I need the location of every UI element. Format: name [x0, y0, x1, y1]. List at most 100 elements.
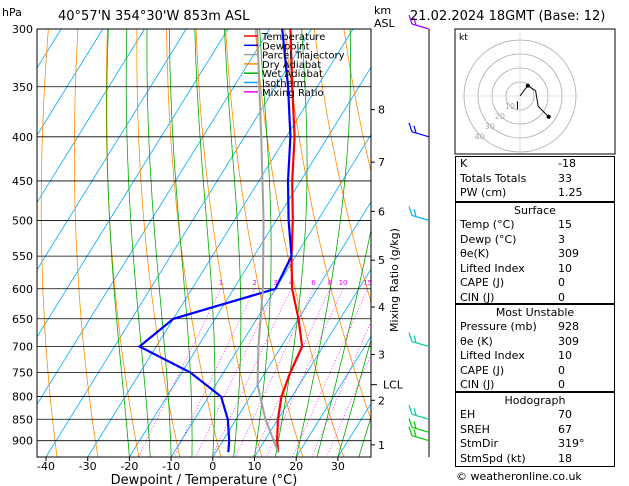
- sreh-value: 67: [558, 422, 572, 436]
- mixing-ratio-label: 3: [273, 279, 277, 287]
- isotherm-line: [87, 29, 354, 457]
- wind-barb-flag: [408, 426, 413, 436]
- km-unit-label: km: [374, 4, 391, 17]
- temp-tick-label: -40: [37, 460, 55, 473]
- pressure-tick-label: 650: [12, 313, 33, 326]
- lcl-label: LCL: [383, 379, 404, 392]
- hodograph-ring-label: 40: [475, 132, 485, 141]
- wet-adiabat-line: [337, 338, 371, 457]
- dry-adiabat-line: [195, 29, 263, 457]
- legend-entry: Isotherm: [262, 79, 306, 90]
- isotherm-line: [254, 268, 371, 457]
- temp-tick-label: 10: [248, 460, 262, 473]
- sfc-cin-label: CIN (J): [460, 290, 495, 304]
- wet-adiabat-line: [106, 29, 130, 457]
- mu-li-value: 10: [558, 349, 572, 363]
- pressure-tick-label: 600: [12, 283, 33, 296]
- km-tick-label: 4: [378, 301, 385, 314]
- wind-barb-flag: [413, 335, 417, 343]
- pressure-tick-label: 800: [12, 391, 33, 404]
- isotherm-line: [170, 133, 371, 457]
- sfc-cape-value: 0: [558, 276, 565, 290]
- isotherm-line: [129, 66, 371, 457]
- pressure-tick-label: 750: [12, 366, 33, 379]
- dry-adiabat-line: [314, 29, 371, 304]
- pw-label: PW (cm): [460, 186, 507, 200]
- indices-top-table: K -18 Totals Totals 33 PW (cm) 1.25: [455, 156, 615, 202]
- mixing-ratio-label: 1: [219, 279, 223, 287]
- x-axis-label: Dewpoint / Temperature (°C): [111, 473, 298, 486]
- sfc-cin-value: 0: [558, 290, 565, 304]
- wind-barb-flag: [408, 418, 413, 428]
- mixing-ratio-label: 6: [311, 279, 316, 287]
- wind-barb: [411, 214, 430, 222]
- km-tick-label: 2: [378, 394, 385, 407]
- wind-barb-flag: [413, 408, 417, 416]
- pressure-tick-label: 550: [12, 250, 33, 263]
- dry-adiabat-line: [136, 29, 181, 457]
- wind-barb-flag: [408, 14, 413, 25]
- wet-adiabat-line: [275, 29, 308, 457]
- hodograph-ring-label: 20: [495, 112, 505, 121]
- mixing-ratio-line: [292, 288, 369, 457]
- temp-tick-label: -20: [120, 460, 138, 473]
- km-tick-label: 8: [378, 104, 385, 117]
- plot-frame: [36, 28, 372, 458]
- mu-cin-value: 0: [558, 378, 565, 392]
- wind-barb: [411, 413, 430, 420]
- mixing-ratio-label: 10: [339, 279, 348, 287]
- mu-cin-label: CIN (J): [460, 378, 495, 392]
- most-unstable-table: Most Unstable Pressure (mb) 928 θe (K) 309…: [455, 304, 615, 392]
- sfc-temp-value: 15: [558, 218, 572, 231]
- sfc-dewp-label: Dewp (°C): [460, 232, 517, 246]
- temp-tick-label: -10: [162, 460, 180, 473]
- sfc-li-value: 10: [558, 261, 572, 275]
- sfc-temp-label: Temp (°C): [460, 218, 515, 231]
- k-index-value: -18: [558, 157, 576, 170]
- datetime-title: 21.02.2024 18GMT (Base: 12): [410, 9, 605, 24]
- hodograph-ring-label: 30: [485, 122, 495, 131]
- wind-barb: [411, 131, 430, 138]
- wind-barb-flag: [408, 405, 413, 415]
- sreh-label: SREH: [460, 422, 490, 436]
- location-title: 40°57'N 354°30'W 853m ASL: [58, 9, 250, 24]
- asl-label: ASL: [374, 17, 396, 30]
- km-tick-label: 6: [378, 205, 385, 218]
- dry-adiabat-line: [40, 29, 58, 457]
- copyright-text: © weatheronline.co.uk: [456, 470, 582, 483]
- legend-entry: Parcel Trajectory: [262, 51, 345, 62]
- k-index-label: K: [460, 157, 468, 170]
- stmdir-label: StmDir: [460, 437, 499, 451]
- hodograph-title: Hodograph: [504, 394, 566, 407]
- wind-barb-flag: [408, 206, 413, 216]
- mixing-ratio-line: [326, 353, 371, 457]
- dewpoint-profile: [137, 29, 293, 453]
- surface-title: Surface: [514, 204, 556, 217]
- km-tick-label: 1: [378, 439, 385, 452]
- mixing-ratio-label: 8: [328, 279, 332, 287]
- wind-barb-flag: [408, 122, 413, 132]
- legend-entry: Wet Adiabat: [262, 69, 323, 80]
- pressure-tick-label: 300: [12, 23, 33, 36]
- isotherm-line: [37, 29, 270, 406]
- sfc-thetae-label: θe(K): [460, 247, 490, 261]
- wet-adiabat-line: [194, 29, 216, 457]
- hodograph-table: Hodograph EH 70 SREH 67 StmDir 319° StmSpd …: [455, 392, 615, 467]
- temperature-profile: [275, 29, 304, 453]
- hodograph-panel: [454, 28, 616, 155]
- wind-barb: [411, 426, 430, 433]
- mixing-ratio-label: 2: [253, 279, 257, 287]
- parcel-trajectory-profile: [256, 29, 280, 453]
- totals-label: Totals Totals: [460, 171, 527, 185]
- most-unstable-title: Most Unstable: [495, 306, 575, 319]
- pressure-tick-label: 350: [12, 81, 33, 94]
- mixing-ratio-line: [235, 288, 314, 457]
- stmspd-label: StmSpd (kt): [460, 451, 526, 465]
- mixing-ratio-axis-label: Mixing Ratio (g/kg): [388, 228, 401, 332]
- isotherm-line: [37, 29, 104, 136]
- dry-adiabat-line: [284, 29, 371, 421]
- isotherm-line: [37, 29, 187, 271]
- wind-barb-flag: [413, 125, 417, 133]
- temp-tick-label: 0: [209, 460, 216, 473]
